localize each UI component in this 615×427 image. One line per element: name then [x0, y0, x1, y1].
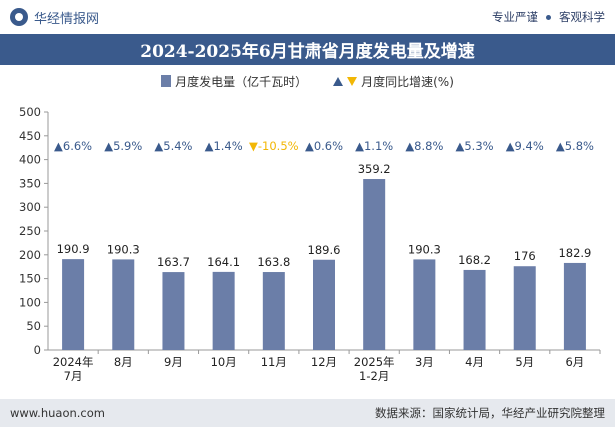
growth-rate-label: ▲9.4%: [506, 139, 544, 153]
bar: [313, 259, 335, 350]
legend-growth-label: 月度同比增速(%): [361, 74, 454, 89]
bar: [513, 266, 536, 350]
x-tick-label: 12月: [311, 355, 337, 369]
slogan-tag-1: 专业严谨: [492, 10, 538, 24]
brand-name: 华经情报网: [34, 11, 100, 27]
x-tick-label: 11月: [261, 355, 287, 369]
y-tick-label: 350: [19, 176, 41, 190]
triangle-up-icon: [333, 76, 344, 86]
x-tick-label: 3月: [415, 355, 434, 369]
y-tick-label: 0: [34, 343, 41, 357]
growth-rate-label: ▲5.4%: [154, 139, 192, 153]
bar-value-label: 190.9: [57, 242, 90, 256]
y-tick-label: 50: [26, 319, 41, 333]
chart-legend: 月度发电量（亿千瓦时） 月度同比增速(%): [0, 70, 615, 92]
brand: 华经情报网: [10, 8, 99, 27]
growth-rate-label: ▲5.9%: [104, 139, 142, 153]
bar-value-label: 176: [514, 249, 536, 263]
y-tick-label: 100: [19, 295, 41, 309]
bar-value-label: 182.9: [558, 246, 591, 260]
y-tick-label: 500: [19, 105, 41, 119]
bar: [413, 259, 436, 350]
bar-value-label: 163.7: [157, 255, 190, 269]
growth-rate-label: ▲5.8%: [556, 139, 594, 153]
bar-value-label: 164.1: [207, 255, 240, 269]
triangle-down-icon: [347, 76, 358, 86]
y-tick-label: 300: [19, 200, 41, 214]
y-tick-label: 450: [19, 129, 41, 143]
x-tick-label: 5月: [515, 355, 534, 369]
bar: [162, 272, 185, 350]
dot-icon: [546, 14, 551, 20]
bar: [262, 272, 285, 350]
x-tick-label: 10月: [211, 355, 237, 369]
footer-source: 数据来源：国家统计局，华经产业研究院整理: [375, 406, 605, 420]
growth-rate-label: ▲0.6%: [305, 139, 343, 153]
y-tick-label: 250: [19, 224, 41, 238]
bar-value-label: 163.8: [257, 255, 290, 269]
top-bar: 华经情报网 专业严谨 客观科学: [0, 0, 615, 34]
bar: [112, 259, 135, 350]
bar: [563, 262, 586, 350]
growth-rate-label: ▲8.8%: [405, 139, 443, 153]
x-tick-label: 2024年 7月: [53, 355, 94, 383]
footer-website: www.huaon.com: [10, 406, 105, 420]
bar: [463, 269, 486, 350]
y-tick-label: 400: [19, 153, 41, 167]
x-tick-label: 8月: [114, 355, 133, 369]
bar: [363, 179, 386, 350]
y-tick-label: 200: [19, 248, 41, 262]
growth-rate-label: ▲1.4%: [205, 139, 243, 153]
x-tick-label: 4月: [465, 355, 484, 369]
x-tick-label: 2025年 1-2月: [354, 355, 395, 383]
bar: [212, 271, 235, 350]
growth-rate-label: ▲5.3%: [456, 139, 494, 153]
growth-rate-label: ▲6.6%: [54, 139, 92, 153]
bar-value-label: 190.3: [408, 242, 441, 256]
chart-title-bar: 2024-2025年6月甘肃省月度发电量及增速: [0, 34, 615, 65]
brand-logo-icon: [10, 8, 28, 26]
x-tick-label: 9月: [164, 355, 183, 369]
y-tick-label: 150: [19, 272, 41, 286]
slogan-tags: 专业严谨 客观科学: [492, 9, 605, 25]
growth-rate-label: ▲1.1%: [355, 139, 393, 153]
bar-value-label: 168.2: [458, 253, 491, 267]
bar-value-label: 359.2: [358, 162, 391, 176]
footer: www.huaon.com 数据来源：国家统计局，华经产业研究院整理: [0, 399, 615, 427]
bar: [62, 259, 85, 350]
growth-rate-label: ▼-10.5%: [249, 139, 299, 153]
bar-value-label: 190.3: [107, 242, 140, 256]
chart-title: 2024-2025年6月甘肃省月度发电量及增速: [140, 42, 475, 62]
legend-item-bar: 月度发电量（亿千瓦时）: [161, 73, 307, 90]
bar-swatch-icon: [161, 75, 172, 87]
x-tick-label: 6月: [565, 355, 584, 369]
slogan-tag-2: 客观科学: [559, 10, 605, 24]
bar-value-label: 189.6: [308, 243, 341, 257]
legend-item-growth: 月度同比增速(%): [333, 73, 454, 90]
legend-bar-label: 月度发电量（亿千瓦时）: [175, 74, 308, 89]
